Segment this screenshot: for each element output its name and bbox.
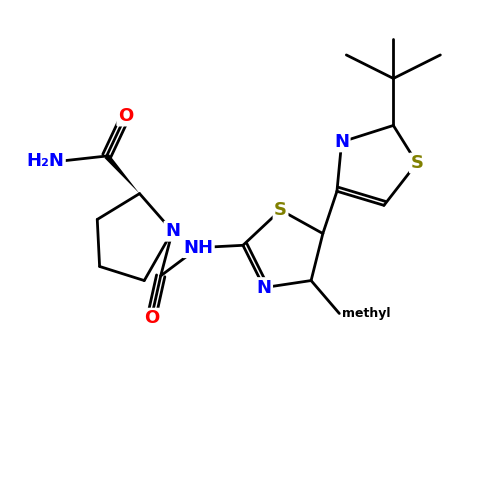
Text: H₂N: H₂N xyxy=(26,152,64,170)
Text: O: O xyxy=(144,309,159,327)
Text: O: O xyxy=(118,107,133,125)
Text: NH: NH xyxy=(184,238,214,256)
Polygon shape xyxy=(104,154,140,194)
Text: N: N xyxy=(165,222,180,240)
Text: S: S xyxy=(410,154,424,172)
Text: S: S xyxy=(274,201,287,219)
Text: N: N xyxy=(256,278,272,296)
Text: N: N xyxy=(334,133,349,151)
Text: methyl: methyl xyxy=(342,307,390,320)
